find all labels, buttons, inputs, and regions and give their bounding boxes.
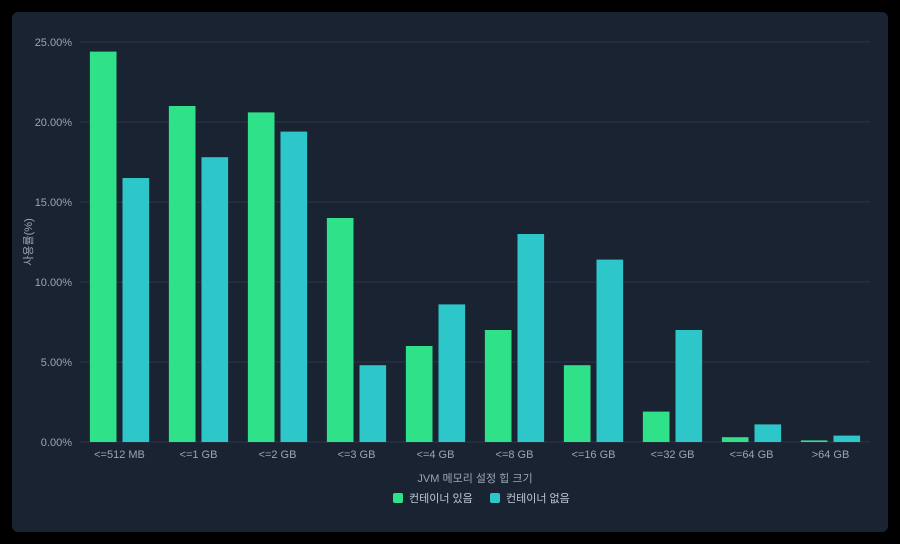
- x-tick-label: <=8 GB: [496, 449, 534, 461]
- y-axis-title: 사용률(%): [22, 218, 35, 265]
- bar-chart: 0.00% 5.00% 10.00% 15.00% 20.00% 25.00% <=512 …: [12, 12, 888, 532]
- svg-text:5.00%: 5.00%: [41, 357, 72, 369]
- svg-text:20.00%: 20.00%: [35, 117, 73, 129]
- legend-label: 컨테이너 없음: [506, 492, 570, 505]
- bar[interactable]: [360, 365, 387, 442]
- x-tick-label: >64 GB: [812, 449, 850, 461]
- x-tick-label: <=2 GB: [259, 449, 297, 461]
- svg-text:10.00%: 10.00%: [35, 277, 73, 289]
- bar[interactable]: [834, 436, 861, 442]
- bar[interactable]: [406, 346, 433, 442]
- legend-swatch: [393, 493, 403, 503]
- x-tick-label: <=64 GB: [729, 449, 773, 461]
- x-tick-label: <=512 MB: [94, 449, 145, 461]
- bar[interactable]: [169, 106, 196, 442]
- x-axis-title: JVM 메모리 설정 힙 크기: [417, 472, 532, 485]
- bar[interactable]: [248, 112, 275, 442]
- bar[interactable]: [801, 440, 828, 442]
- svg-text:15.00%: 15.00%: [35, 197, 73, 209]
- chart-panel: 0.00% 5.00% 10.00% 15.00% 20.00% 25.00% <=512 …: [12, 12, 888, 532]
- bar[interactable]: [643, 412, 670, 442]
- legend-swatch: [490, 493, 500, 503]
- bar[interactable]: [755, 424, 782, 442]
- bar[interactable]: [722, 437, 749, 442]
- x-tick-label: <=1 GB: [180, 449, 218, 461]
- svg-text:0.00%: 0.00%: [41, 437, 72, 449]
- x-tick-label: <=4 GB: [417, 449, 455, 461]
- bar[interactable]: [90, 52, 117, 442]
- bar[interactable]: [518, 234, 545, 442]
- bar[interactable]: [281, 132, 308, 442]
- bar[interactable]: [123, 178, 150, 442]
- svg-text:25.00%: 25.00%: [35, 37, 73, 49]
- x-tick-label: <=3 GB: [338, 449, 376, 461]
- bar[interactable]: [564, 365, 591, 442]
- chart-container: 0.00% 5.00% 10.00% 15.00% 20.00% 25.00% <=512 …: [0, 0, 900, 544]
- legend-label: 컨테이너 있음: [409, 492, 473, 505]
- bar[interactable]: [676, 330, 703, 442]
- x-tick-label: <=32 GB: [650, 449, 694, 461]
- bar[interactable]: [597, 260, 624, 442]
- x-tick-label: <=16 GB: [571, 449, 615, 461]
- bar[interactable]: [202, 157, 229, 442]
- bar[interactable]: [485, 330, 512, 442]
- bar[interactable]: [439, 304, 466, 442]
- legend: 컨테이너 있음 컨테이너 없음: [393, 492, 570, 505]
- bar[interactable]: [327, 218, 354, 442]
